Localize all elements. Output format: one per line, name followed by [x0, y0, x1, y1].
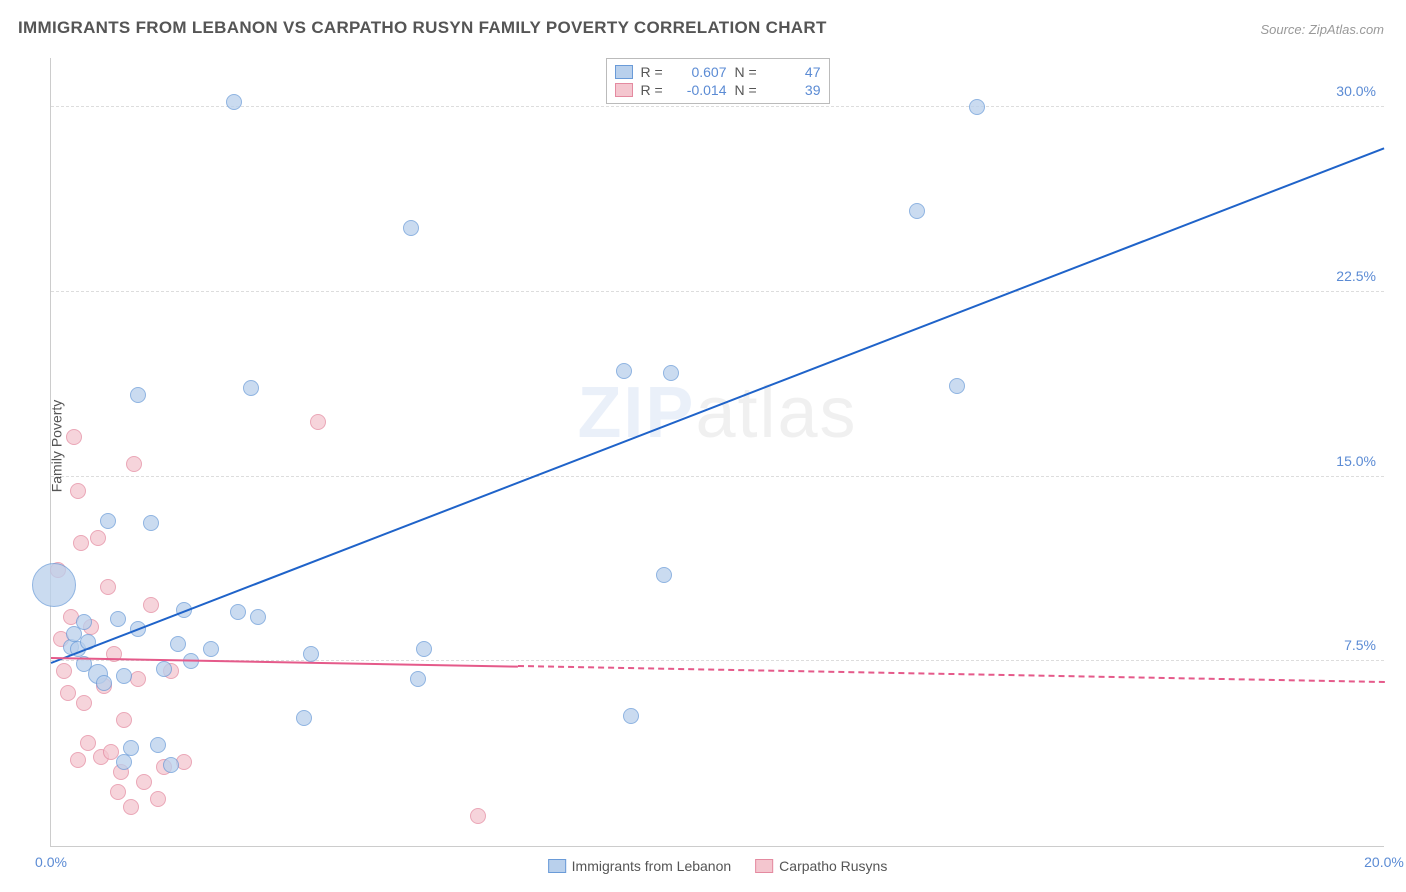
- n-value-a: 47: [771, 64, 821, 80]
- scatter-point-b: [90, 530, 106, 546]
- scatter-point-a: [663, 365, 679, 381]
- trend-line: [51, 147, 1385, 664]
- scatter-point-a: [170, 636, 186, 652]
- y-tick-label: 7.5%: [1344, 637, 1376, 653]
- y-tick-label: 15.0%: [1336, 453, 1376, 469]
- chart-title: IMMIGRANTS FROM LEBANON VS CARPATHO RUSY…: [18, 18, 827, 38]
- r-value-b: -0.014: [677, 82, 727, 98]
- n-label-b: N =: [735, 82, 763, 98]
- scatter-point-a: [949, 378, 965, 394]
- scatter-point-a: [143, 515, 159, 531]
- legend-label-a: Immigrants from Lebanon: [572, 858, 732, 874]
- r-label-b: R =: [641, 82, 669, 98]
- bottom-legend: Immigrants from Lebanon Carpatho Rusyns: [548, 858, 888, 874]
- legend-swatch-a: [548, 859, 566, 873]
- scatter-point-a: [969, 99, 985, 115]
- scatter-point-a: [296, 710, 312, 726]
- scatter-point-a: [130, 387, 146, 403]
- scatter-point-b: [70, 752, 86, 768]
- scatter-point-a: [116, 668, 132, 684]
- scatter-point-a: [416, 641, 432, 657]
- scatter-point-a: [410, 671, 426, 687]
- scatter-point-a: [656, 567, 672, 583]
- scatter-point-a: [76, 614, 92, 630]
- legend-item-b: Carpatho Rusyns: [755, 858, 887, 874]
- r-value-a: 0.607: [677, 64, 727, 80]
- scatter-point-a: [32, 563, 76, 607]
- scatter-point-a: [303, 646, 319, 662]
- x-tick-label: 20.0%: [1364, 854, 1404, 870]
- scatter-point-b: [110, 784, 126, 800]
- scatter-point-a: [616, 363, 632, 379]
- y-tick-label: 30.0%: [1336, 83, 1376, 99]
- scatter-point-b: [60, 685, 76, 701]
- n-value-b: 39: [771, 82, 821, 98]
- trend-line: [51, 657, 518, 668]
- trend-line: [518, 665, 1384, 683]
- source-attribution: Source: ZipAtlas.com: [1260, 22, 1384, 37]
- scatter-point-a: [203, 641, 219, 657]
- scatter-point-b: [80, 735, 96, 751]
- swatch-b: [615, 83, 633, 97]
- watermark-zip: ZIP: [577, 373, 695, 453]
- scatter-point-a: [100, 513, 116, 529]
- x-tick-label: 0.0%: [35, 854, 67, 870]
- scatter-point-b: [143, 597, 159, 613]
- y-tick-label: 22.5%: [1336, 268, 1376, 284]
- watermark-atlas: atlas: [695, 373, 857, 453]
- gridline: [51, 291, 1384, 292]
- scatter-point-a: [156, 661, 172, 677]
- plot-area: ZIPatlas R = 0.607 N = 47 R = -0.014 N =…: [50, 58, 1384, 847]
- scatter-point-a: [150, 737, 166, 753]
- scatter-point-b: [310, 414, 326, 430]
- scatter-point-b: [66, 429, 82, 445]
- legend-label-b: Carpatho Rusyns: [779, 858, 887, 874]
- stats-row-a: R = 0.607 N = 47: [615, 63, 821, 81]
- scatter-point-b: [136, 774, 152, 790]
- n-label-a: N =: [735, 64, 763, 80]
- gridline: [51, 476, 1384, 477]
- scatter-point-a: [110, 611, 126, 627]
- scatter-point-a: [123, 740, 139, 756]
- stats-row-b: R = -0.014 N = 39: [615, 81, 821, 99]
- scatter-point-b: [470, 808, 486, 824]
- scatter-point-b: [56, 663, 72, 679]
- scatter-point-b: [123, 799, 139, 815]
- scatter-point-a: [96, 675, 112, 691]
- scatter-point-b: [116, 712, 132, 728]
- legend-swatch-b: [755, 859, 773, 873]
- scatter-point-a: [226, 94, 242, 110]
- scatter-point-a: [116, 754, 132, 770]
- scatter-point-b: [100, 579, 116, 595]
- scatter-point-b: [130, 671, 146, 687]
- scatter-point-a: [909, 203, 925, 219]
- gridline: [51, 106, 1384, 107]
- legend-item-a: Immigrants from Lebanon: [548, 858, 732, 874]
- scatter-point-b: [150, 791, 166, 807]
- scatter-point-a: [243, 380, 259, 396]
- scatter-point-b: [70, 483, 86, 499]
- scatter-point-b: [126, 456, 142, 472]
- scatter-point-a: [250, 609, 266, 625]
- scatter-point-b: [73, 535, 89, 551]
- swatch-a: [615, 65, 633, 79]
- r-label-a: R =: [641, 64, 669, 80]
- scatter-point-a: [163, 757, 179, 773]
- stats-legend: R = 0.607 N = 47 R = -0.014 N = 39: [606, 58, 830, 104]
- scatter-point-a: [230, 604, 246, 620]
- scatter-point-a: [403, 220, 419, 236]
- scatter-point-a: [623, 708, 639, 724]
- scatter-point-b: [76, 695, 92, 711]
